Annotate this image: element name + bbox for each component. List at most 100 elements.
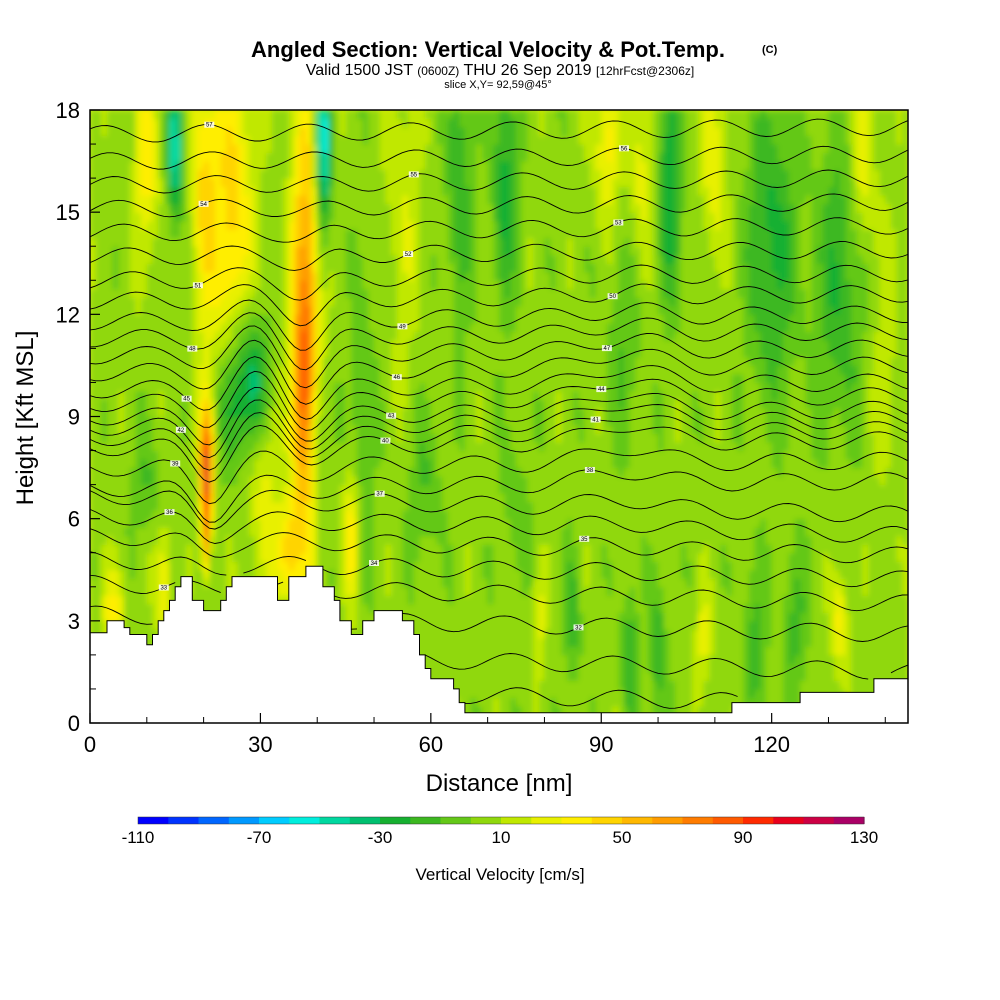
velocity-cell [317, 246, 324, 256]
velocity-cell [277, 288, 284, 298]
velocity-cell [243, 263, 250, 273]
velocity-cell [135, 408, 142, 418]
velocity-cell [112, 518, 119, 528]
velocity-cell [374, 416, 381, 426]
velocity-cell [141, 510, 148, 520]
velocity-cell [391, 356, 398, 366]
velocity-cell [436, 510, 443, 520]
velocity-cell [476, 212, 483, 222]
velocity-cell [135, 246, 142, 256]
velocity-cell [419, 552, 426, 562]
velocity-cell [152, 467, 159, 477]
velocity-cell [436, 169, 443, 179]
velocity-cell [226, 161, 233, 171]
velocity-cell [146, 510, 154, 520]
velocity-cell [419, 118, 426, 128]
velocity-cell [419, 382, 426, 392]
velocity-cell [90, 356, 97, 366]
velocity-cell [402, 237, 409, 247]
velocity-cell [385, 476, 392, 486]
velocity-cell [118, 518, 125, 528]
velocity-cell [482, 629, 489, 639]
velocity-cell [152, 220, 159, 230]
velocity-cell [447, 237, 455, 247]
velocity-cell [243, 237, 250, 247]
velocity-cell [294, 297, 301, 307]
velocity-cell [254, 552, 261, 562]
velocity-cell [459, 314, 466, 324]
velocity-cell [288, 305, 296, 315]
velocity-cell [95, 314, 102, 324]
velocity-cell [146, 544, 154, 554]
velocity-cell [288, 459, 296, 469]
velocity-cell [107, 544, 114, 554]
velocity-cell [237, 161, 244, 171]
velocity-cell [430, 484, 438, 494]
velocity-cell [101, 391, 108, 401]
velocity-cell [357, 569, 364, 579]
velocity-cell [95, 373, 102, 383]
velocity-cell [107, 212, 114, 222]
velocity-cell [197, 442, 205, 452]
velocity-cell [322, 135, 330, 145]
velocity-cell [464, 212, 472, 222]
velocity-cell [408, 518, 415, 528]
velocity-cell [482, 578, 489, 588]
velocity-cell [101, 229, 108, 239]
velocity-cell [180, 365, 188, 375]
velocity-cell [476, 399, 483, 409]
velocity-cell [158, 212, 165, 222]
velocity-cell [112, 212, 119, 222]
velocity-cell [379, 110, 386, 120]
velocity-cell [317, 271, 324, 281]
velocity-cell [328, 127, 335, 137]
velocity-cell [232, 552, 239, 562]
velocity-cell [464, 518, 472, 528]
velocity-cell [107, 203, 114, 213]
velocity-cell [305, 382, 313, 392]
velocity-cell [283, 493, 290, 503]
velocity-cell [391, 603, 398, 613]
velocity-cell [271, 237, 279, 247]
velocity-cell [322, 484, 330, 494]
velocity-cell [146, 391, 154, 401]
velocity-cell [266, 161, 273, 171]
velocity-cell [430, 603, 438, 613]
velocity-cell [232, 408, 239, 418]
velocity-cell [317, 382, 324, 392]
velocity-cell [425, 391, 432, 401]
velocity-cell [402, 586, 409, 596]
velocity-cell [396, 271, 404, 281]
velocity-cell [254, 203, 261, 213]
velocity-cell [197, 186, 205, 196]
velocity-cell [158, 391, 165, 401]
velocity-cell [243, 152, 250, 162]
velocity-cell [396, 288, 404, 298]
velocity-cell [419, 595, 426, 605]
velocity-cell [266, 288, 273, 298]
velocity-cell [146, 578, 154, 588]
velocity-cell [277, 110, 284, 120]
velocity-cell [203, 501, 210, 511]
velocity-cell [232, 433, 239, 443]
velocity-cell [101, 467, 108, 477]
velocity-cell [317, 135, 324, 145]
velocity-cell [118, 450, 125, 460]
velocity-cell [402, 527, 409, 537]
velocity-cell [470, 118, 477, 128]
velocity-cell [152, 271, 159, 281]
velocity-cell [339, 476, 347, 486]
velocity-cell [175, 254, 182, 264]
velocity-cell [300, 280, 307, 290]
velocity-cell [163, 297, 171, 307]
velocity-cell [163, 484, 171, 494]
velocity-cell [357, 127, 364, 137]
velocity-cell [243, 391, 250, 401]
velocity-cell [345, 484, 352, 494]
velocity-cell [311, 527, 318, 537]
velocity-cell [357, 271, 364, 281]
velocity-cell [339, 425, 347, 435]
velocity-cell [317, 433, 324, 443]
velocity-cell [362, 339, 369, 349]
velocity-cell [215, 297, 222, 307]
